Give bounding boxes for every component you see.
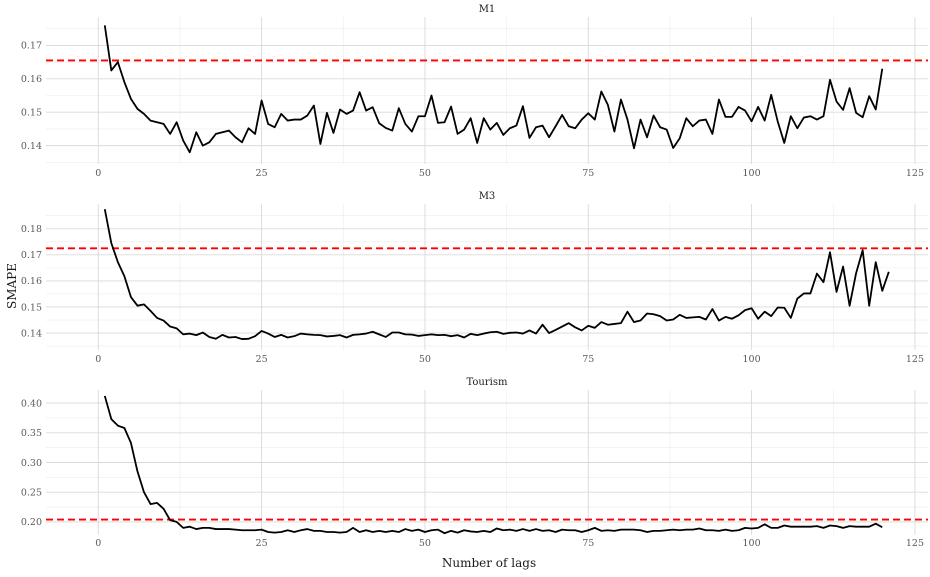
x-tick-label: 50 [419,354,431,365]
x-tick-label: 0 [95,538,101,549]
panel-title: Tourism [467,377,508,388]
y-tick-label: 0.14 [21,141,42,152]
x-tick-label: 125 [906,168,924,179]
x-tick-label: 25 [256,168,268,179]
x-tick-label: 50 [419,538,431,549]
y-tick-label: 0.15 [21,302,42,313]
panel-title: M1 [479,4,496,15]
y-tick-label: 0.40 [21,398,42,409]
y-tick-label: 0.20 [21,517,42,528]
panel-2: 0 25 50 75 100 125 0.14 0.15 0.16 0.17 0.18 M3 [21,191,928,365]
x-tick-label: 100 [743,168,761,179]
y-tick-label: 0.17 [21,250,42,261]
y-tick-label: 0.16 [21,74,42,85]
panel-3: 0 25 50 75 100 125 0.20 0.25 0.30 0.35 0.40 Tourism [21,377,928,549]
y-tick-label: 0.15 [21,108,42,119]
x-tick-label: 75 [582,168,594,179]
x-tick-label: 75 [582,354,594,365]
x-tick-label: 75 [582,538,594,549]
x-tick-label: 25 [256,538,268,549]
y-axis-title: SMAPE [5,263,19,309]
y-tick-label: 0.25 [21,488,42,499]
x-axis-title: Number of lags [442,556,536,570]
y-tick-label: 0.35 [21,428,42,439]
y-tick-label: 0.14 [21,328,42,339]
y-tick-label: 0.18 [21,224,42,235]
smape-series-line [103,395,883,535]
x-tick-label: 50 [419,168,431,179]
y-tick-label: 0.17 [21,41,42,52]
x-tick-label: 100 [743,354,761,365]
smape-series-line [103,209,890,340]
chart-panels: 0 25 50 75 100 125 0.14 0.15 0.16 0.17 M1 0 25 50 75 10… [21,4,928,549]
x-tick-label: 125 [906,538,924,549]
x-tick-label: 100 [743,538,761,549]
y-tick-label: 0.30 [21,458,42,469]
x-tick-label: 0 [95,354,101,365]
y-tick-label: 0.16 [21,276,42,287]
x-tick-label: 25 [256,354,268,365]
panel-title: M3 [479,191,496,202]
smape-series-line [103,25,884,154]
x-tick-label: 0 [95,168,101,179]
panel-1: 0 25 50 75 100 125 0.14 0.15 0.16 0.17 M1 [21,4,928,179]
x-tick-label: 125 [906,354,924,365]
